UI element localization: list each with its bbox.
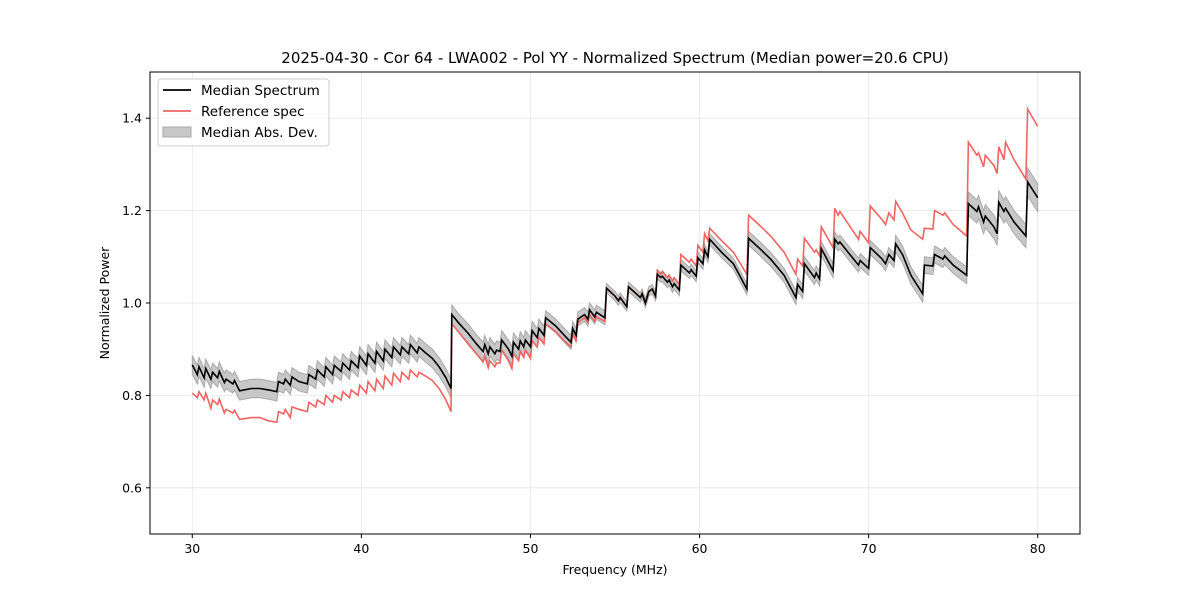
legend-median-label: Median Spectrum xyxy=(201,83,320,99)
x-tick-label: 80 xyxy=(1030,541,1046,556)
x-tick-label: 50 xyxy=(523,541,539,556)
x-axis-ticks: 30 40 50 60 70 80 xyxy=(184,534,1046,556)
y-tick-label: 1.4 xyxy=(122,111,142,126)
legend: Median Spectrum Reference spec Median Ab… xyxy=(157,78,330,147)
legend-reference-label: Reference spec xyxy=(201,104,305,120)
legend-mad-label: Median Abs. Dev. xyxy=(201,125,318,141)
x-tick-label: 70 xyxy=(861,541,877,556)
plot-area xyxy=(191,106,1039,424)
y-axis-label: Normalized Power xyxy=(97,246,112,360)
x-tick-label: 60 xyxy=(692,541,708,556)
y-axis-ticks: 0.6 0.8 1.0 1.2 1.4 xyxy=(122,111,150,495)
reference-spectrum-line xyxy=(191,106,1039,424)
chart-title: 2025-04-30 - Cor 64 - LWA002 - Pol YY - … xyxy=(281,49,948,67)
median-spectrum-line xyxy=(191,179,1039,393)
x-tick-label: 40 xyxy=(353,541,369,556)
legend-mad-swatch xyxy=(162,126,192,138)
y-tick-label: 1.0 xyxy=(122,296,142,311)
legend-box xyxy=(157,78,330,147)
y-tick-label: 1.2 xyxy=(122,203,142,218)
y-tick-label: 0.8 xyxy=(122,388,142,403)
x-tick-label: 30 xyxy=(184,541,200,556)
x-axis-label: Frequency (MHz) xyxy=(562,562,667,577)
grid-lines xyxy=(150,72,1080,534)
y-tick-label: 0.6 xyxy=(122,480,142,495)
